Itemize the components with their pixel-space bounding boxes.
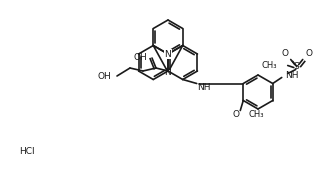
Text: CH₃: CH₃ [248,110,264,119]
Text: CH₃: CH₃ [261,61,277,70]
Text: S: S [294,62,299,71]
Text: N: N [164,68,172,77]
Text: NH: NH [285,71,298,80]
Text: NH: NH [197,83,210,92]
Text: O: O [233,110,240,119]
Text: O: O [281,49,288,58]
Text: HCl: HCl [19,147,35,157]
Text: OH: OH [133,53,147,61]
Text: O: O [305,49,312,58]
Text: OH: OH [97,71,111,80]
Text: N: N [164,50,172,58]
